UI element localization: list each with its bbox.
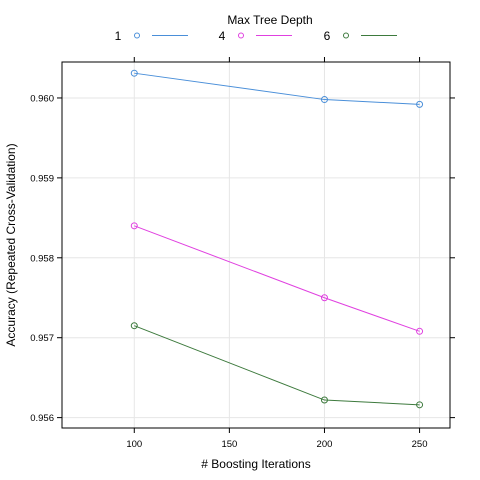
- data-point: [320, 294, 328, 302]
- data-point: [130, 222, 138, 230]
- series-layer: [130, 69, 424, 409]
- series-line: [134, 72, 420, 105]
- legend-label: 1: [115, 29, 122, 43]
- legend-marker: [134, 32, 140, 39]
- legend-marker: [343, 32, 349, 39]
- legend-items: 1 4 6: [115, 29, 397, 43]
- legend-title: Max Tree Depth: [227, 13, 312, 27]
- data-point: [416, 100, 424, 108]
- data-point: [416, 401, 424, 409]
- y-axis-title: Accuracy (Repeated Cross-Validation): [4, 143, 18, 346]
- grid: [62, 62, 450, 428]
- legend-item-1: 1: [115, 29, 188, 43]
- legend-item-6: 6: [324, 29, 397, 43]
- y-tick-label: 0.958: [30, 253, 54, 264]
- plot-frame: [61, 61, 451, 429]
- legend-item-4: 4: [219, 29, 292, 43]
- data-point: [320, 396, 328, 404]
- y-axis: 0.956 0.957 0.958 0.959 0.960: [30, 93, 455, 424]
- y-tick-label: 0.959: [30, 173, 54, 184]
- data-point: [416, 327, 424, 335]
- data-point: [130, 322, 138, 330]
- legend-label: 4: [219, 29, 226, 43]
- series-6: [130, 322, 424, 409]
- legend-label: 6: [324, 29, 331, 43]
- x-tick-label: 150: [221, 439, 237, 450]
- y-tick-label: 0.956: [30, 413, 54, 424]
- series-line: [134, 225, 420, 332]
- y-tick-label: 0.957: [30, 333, 54, 344]
- x-tick-label: 100: [126, 439, 142, 450]
- data-point: [320, 96, 328, 104]
- series-line: [134, 325, 420, 406]
- series-4: [130, 222, 424, 335]
- y-tick-label: 0.960: [30, 93, 54, 104]
- legend: Max Tree Depth 1 4 6: [115, 13, 397, 43]
- x-tick-label: 250: [412, 439, 428, 450]
- x-tick-label: 200: [317, 439, 333, 450]
- data-point: [130, 69, 138, 77]
- legend-marker: [238, 32, 244, 39]
- series-1: [130, 69, 424, 108]
- x-axis: 100 150 200 250: [126, 57, 427, 450]
- x-axis-title: # Boosting Iterations: [201, 457, 310, 471]
